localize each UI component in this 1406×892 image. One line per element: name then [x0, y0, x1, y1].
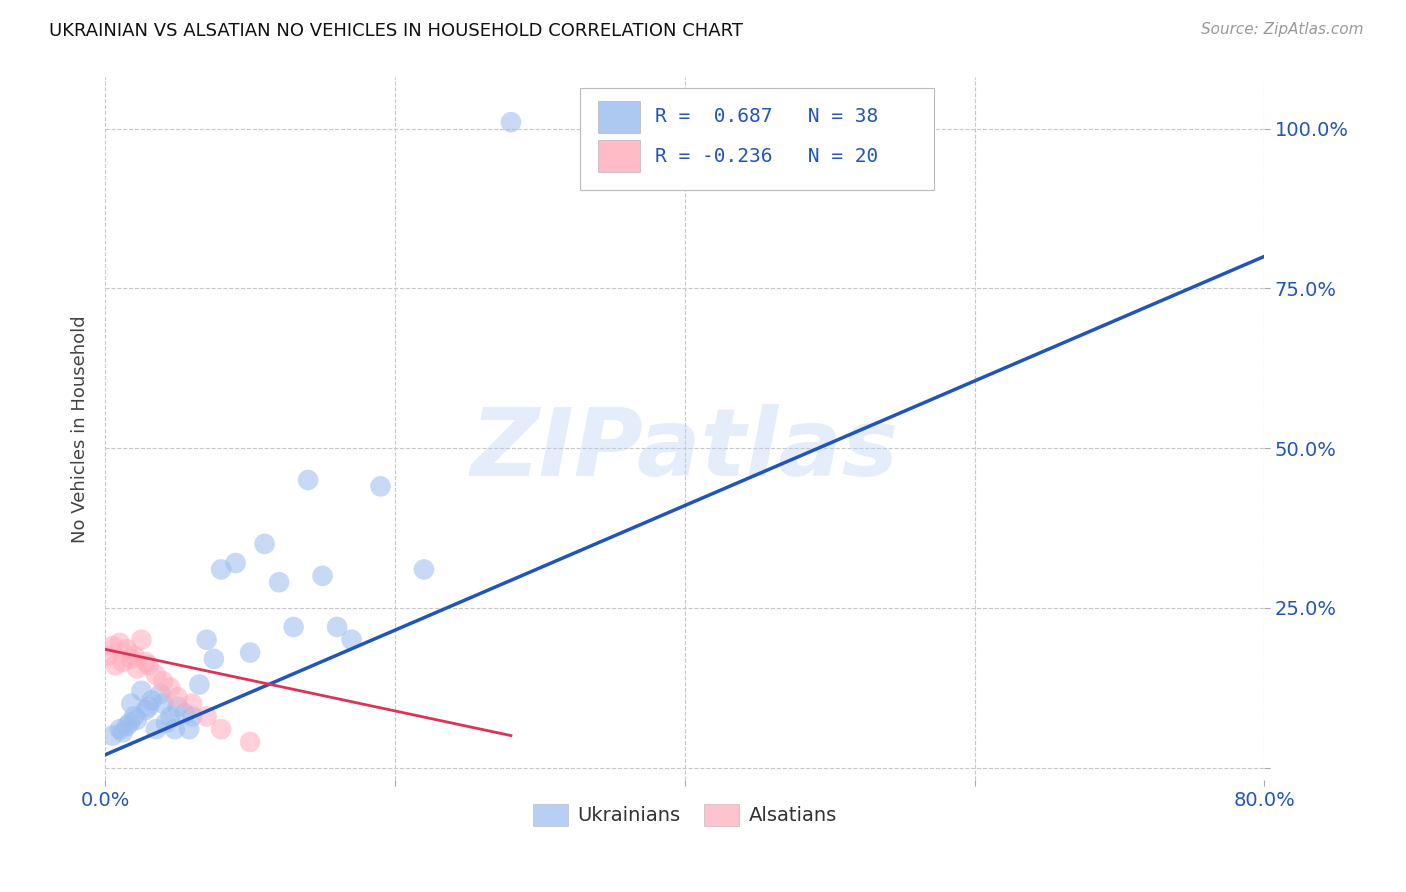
Point — [120, 697, 142, 711]
Point — [101, 639, 124, 653]
Text: UKRAINIAN VS ALSATIAN NO VEHICLES IN HOUSEHOLD CORRELATION CHART: UKRAINIAN VS ALSATIAN NO VEHICLES IN HOU… — [49, 22, 744, 40]
Point — [239, 735, 262, 749]
Text: R =  0.687   N = 38: R = 0.687 N = 38 — [655, 107, 877, 127]
Point — [138, 699, 160, 714]
Point — [115, 642, 138, 657]
Point — [163, 722, 186, 736]
Point — [195, 632, 218, 647]
Point — [149, 687, 172, 701]
Point — [122, 648, 145, 663]
Point — [118, 715, 141, 730]
FancyBboxPatch shape — [581, 88, 934, 190]
Point — [135, 703, 157, 717]
Point — [145, 722, 167, 736]
Point — [97, 648, 120, 663]
Point — [311, 569, 333, 583]
Point — [138, 658, 160, 673]
Point — [131, 632, 153, 647]
Point — [111, 655, 134, 669]
Point — [253, 537, 276, 551]
Point — [159, 709, 181, 723]
Point — [152, 697, 174, 711]
Point — [209, 562, 232, 576]
Text: ZIPatlas: ZIPatlas — [471, 404, 898, 496]
Point — [195, 709, 218, 723]
Text: R = -0.236   N = 20: R = -0.236 N = 20 — [655, 146, 877, 166]
Point — [159, 681, 181, 695]
Legend: Ukrainians, Alsatians: Ukrainians, Alsatians — [524, 796, 845, 834]
Point — [267, 575, 290, 590]
Point — [340, 632, 363, 647]
Point — [122, 709, 145, 723]
Point — [141, 693, 163, 707]
Point — [209, 722, 232, 736]
Y-axis label: No Vehicles in Household: No Vehicles in Household — [72, 315, 89, 542]
Point — [104, 658, 127, 673]
Point — [202, 652, 225, 666]
Point — [413, 562, 436, 576]
FancyBboxPatch shape — [598, 140, 640, 172]
Point — [179, 722, 201, 736]
Point — [115, 719, 138, 733]
Point — [152, 674, 174, 689]
Point — [101, 729, 124, 743]
Point — [370, 479, 392, 493]
Point — [155, 715, 177, 730]
Point — [239, 646, 262, 660]
Point — [127, 713, 149, 727]
Point — [283, 620, 305, 634]
Point — [181, 697, 204, 711]
Point — [145, 668, 167, 682]
FancyBboxPatch shape — [598, 101, 640, 133]
Point — [108, 636, 131, 650]
Point — [225, 556, 247, 570]
Point — [108, 722, 131, 736]
Point — [297, 473, 319, 487]
Point — [127, 661, 149, 675]
Point — [188, 677, 211, 691]
Point — [174, 706, 197, 721]
Point — [166, 690, 188, 705]
Point — [181, 709, 204, 723]
Point — [499, 115, 522, 129]
Point — [135, 655, 157, 669]
Point — [166, 699, 188, 714]
Point — [131, 683, 153, 698]
Point — [326, 620, 349, 634]
Point — [120, 652, 142, 666]
Text: Source: ZipAtlas.com: Source: ZipAtlas.com — [1201, 22, 1364, 37]
Point — [111, 725, 134, 739]
